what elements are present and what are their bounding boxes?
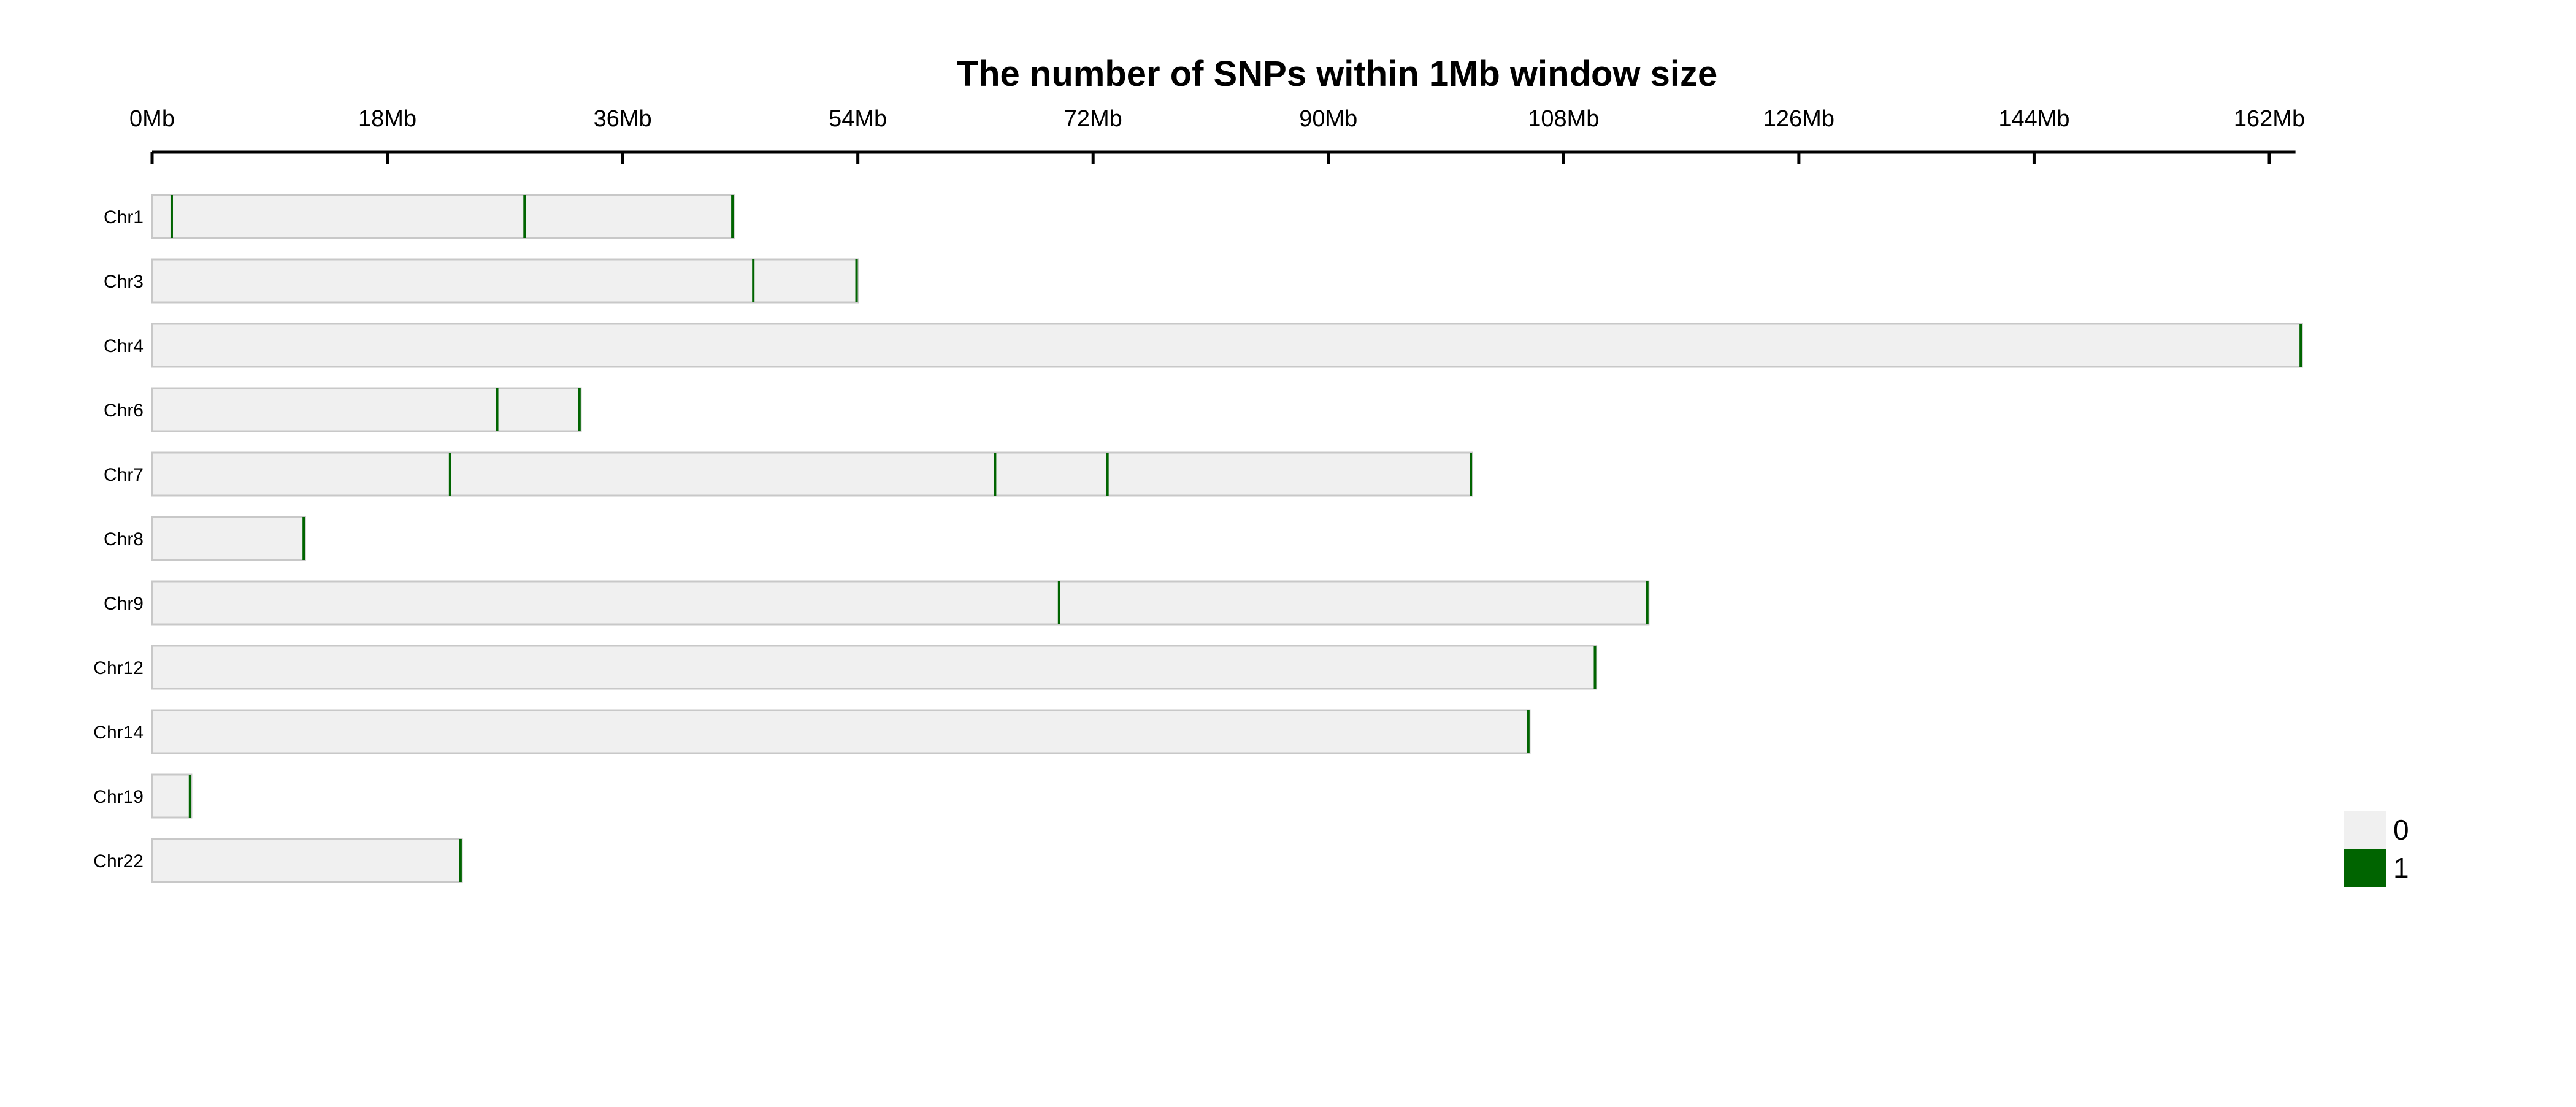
chromosome-bar bbox=[151, 709, 1531, 754]
chromosome-bar bbox=[151, 645, 1598, 690]
x-tick-label: 54Mb bbox=[829, 106, 887, 132]
chromosome-row: Chr7 bbox=[104, 451, 1473, 497]
x-tick-label: 18Mb bbox=[358, 106, 416, 132]
x-tick-label: 36Mb bbox=[594, 106, 652, 132]
x-tick-label: 90Mb bbox=[1299, 106, 1357, 132]
chromosome-label: Chr8 bbox=[104, 529, 144, 550]
legend: 01 bbox=[2344, 811, 2409, 887]
chromosome-label: Chr12 bbox=[93, 658, 144, 678]
chromosome-label: Chr22 bbox=[93, 851, 144, 871]
chromosome-bar bbox=[151, 516, 306, 561]
x-tick-label: 0Mb bbox=[129, 106, 175, 132]
chromosome-label: Chr19 bbox=[93, 787, 144, 807]
x-tick-label: 162Mb bbox=[2234, 106, 2305, 132]
chromosome-row: Chr22 bbox=[93, 838, 463, 883]
chromosome-row: Chr4 bbox=[104, 323, 2303, 368]
chromosome-label: Chr4 bbox=[104, 336, 144, 356]
chromosome-row: Chr3 bbox=[104, 258, 859, 304]
x-tick-label: 108Mb bbox=[1528, 106, 1599, 132]
chart-title: The number of SNPs within 1Mb window siz… bbox=[957, 54, 1718, 94]
x-axis: 0Mb 18Mb 36Mb 54Mb 72Mb 90Mb 108Mb 126Mb 144Mb 16… bbox=[129, 106, 2305, 164]
chromosome-label: Chr3 bbox=[104, 272, 144, 292]
x-tick-label: 72Mb bbox=[1064, 106, 1122, 132]
legend-label: 1 bbox=[2393, 852, 2409, 884]
chromosome-bar bbox=[151, 838, 463, 883]
chromosome-label: Chr9 bbox=[104, 594, 144, 614]
chromosome-bar bbox=[151, 258, 859, 304]
x-tick-label: 144Mb bbox=[1998, 106, 2069, 132]
chromosome-label: Chr1 bbox=[104, 207, 144, 228]
chromosome-bar bbox=[151, 194, 735, 239]
chromosome-row: Chr6 bbox=[104, 387, 582, 432]
chromosome-row: Chr1 bbox=[104, 194, 735, 239]
chromosome-label: Chr6 bbox=[104, 400, 144, 421]
chromosome-bar bbox=[151, 580, 1650, 626]
chromosome-bar bbox=[151, 451, 1473, 497]
chromosome-bar bbox=[151, 773, 193, 819]
chromosome-label: Chr7 bbox=[104, 465, 144, 485]
chromosome-bar bbox=[151, 323, 2303, 368]
chromosome-row: Chr9 bbox=[104, 580, 1650, 626]
x-tick-label: 126Mb bbox=[1763, 106, 1834, 132]
chromosome-row: Chr12 bbox=[93, 645, 1598, 690]
legend-label: 0 bbox=[2393, 814, 2409, 846]
chromosome-row: Chr8 bbox=[104, 516, 306, 561]
legend-swatch bbox=[2344, 849, 2386, 887]
chromosome-bars: Chr1 Chr3 Chr4 Chr6 Chr7 Chr8 Chr9 Chr12 Chr14 Ch… bbox=[93, 194, 2303, 883]
legend-swatch bbox=[2344, 811, 2386, 849]
chromosome-label: Chr14 bbox=[93, 722, 144, 743]
chromosome-row: Chr14 bbox=[93, 709, 1531, 754]
chromosome-row: Chr19 bbox=[93, 773, 193, 819]
chromosome-bar bbox=[151, 387, 582, 432]
